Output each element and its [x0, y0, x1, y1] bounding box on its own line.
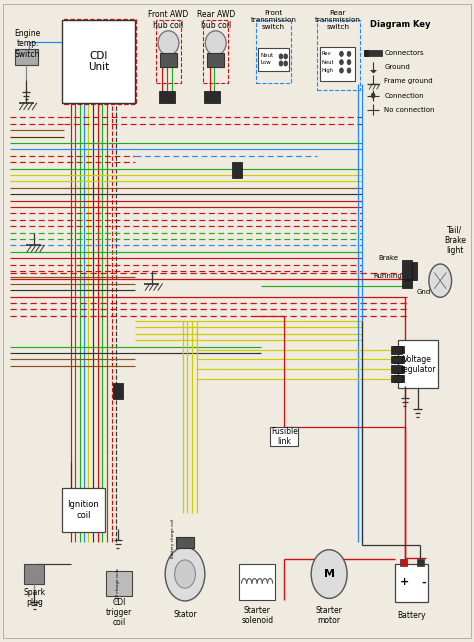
Ellipse shape — [205, 31, 226, 55]
Bar — [364, 50, 382, 56]
Bar — [232, 162, 242, 178]
Text: Stator: Stator — [173, 610, 197, 619]
Circle shape — [347, 51, 351, 56]
Text: Connectors: Connectors — [384, 50, 424, 56]
Text: Ignition
coil: Ignition coil — [67, 500, 99, 519]
Bar — [204, 91, 219, 103]
Text: Fusible
link: Fusible link — [271, 427, 298, 446]
Bar — [175, 537, 194, 548]
Text: Front
transmission
switch: Front transmission switch — [250, 10, 296, 30]
Text: Rear AWD
hub coil: Rear AWD hub coil — [197, 10, 235, 30]
Bar — [207, 53, 224, 67]
Text: CDI
Unit: CDI Unit — [88, 51, 109, 73]
Bar — [258, 48, 289, 71]
Text: Neut: Neut — [321, 60, 334, 65]
Text: High: High — [321, 68, 334, 73]
Text: Starter
solenoid: Starter solenoid — [241, 606, 273, 625]
Text: Low: Low — [260, 60, 271, 65]
Circle shape — [165, 547, 205, 601]
Bar — [62, 487, 105, 532]
Bar — [364, 50, 368, 56]
Text: Running: Running — [374, 273, 402, 279]
Text: Brake: Brake — [378, 256, 398, 261]
Text: Diagram Key: Diagram Key — [370, 20, 430, 29]
Bar — [400, 559, 407, 566]
Text: Spark
plug: Spark plug — [24, 588, 46, 607]
Text: +: + — [400, 577, 410, 587]
Bar — [391, 356, 402, 363]
Bar — [394, 375, 404, 382]
Text: No connection: No connection — [384, 107, 435, 112]
Circle shape — [279, 61, 283, 66]
Text: Starter
motor: Starter motor — [316, 606, 343, 625]
Bar — [417, 559, 424, 566]
Text: Battery charge coil: Battery charge coil — [171, 519, 175, 559]
Text: Rear
transmission
switch: Rear transmission switch — [315, 10, 361, 30]
Bar — [270, 427, 299, 446]
Bar — [15, 49, 37, 65]
Bar — [203, 20, 228, 83]
Text: Gnd: Gnd — [417, 289, 431, 295]
Bar — [156, 20, 181, 83]
Circle shape — [284, 54, 288, 59]
Bar — [24, 564, 44, 584]
Bar — [318, 20, 360, 91]
Text: CDI charge coils: CDI charge coils — [117, 569, 120, 602]
Text: M: M — [324, 569, 335, 579]
Bar — [391, 365, 402, 373]
Bar — [395, 564, 428, 602]
Text: Tail/
Brake
light: Tail/ Brake light — [444, 225, 466, 255]
Bar — [256, 20, 292, 83]
Bar — [394, 346, 404, 353]
Circle shape — [339, 51, 343, 56]
Circle shape — [284, 61, 288, 66]
Ellipse shape — [158, 31, 179, 55]
Bar — [405, 262, 417, 280]
Circle shape — [311, 550, 347, 598]
Text: Ground: Ground — [384, 64, 410, 71]
Bar — [402, 260, 412, 279]
Ellipse shape — [429, 264, 452, 297]
Bar — [319, 47, 355, 81]
Circle shape — [339, 68, 343, 73]
Bar — [391, 375, 402, 383]
Bar — [159, 91, 174, 103]
Text: Front AWD
hub coil: Front AWD hub coil — [148, 10, 189, 30]
Circle shape — [279, 54, 283, 59]
Bar — [402, 280, 412, 288]
Text: Rev: Rev — [321, 51, 331, 56]
Circle shape — [339, 60, 343, 65]
Circle shape — [174, 560, 195, 588]
Circle shape — [347, 68, 351, 73]
Bar — [64, 19, 137, 105]
Bar — [113, 383, 123, 399]
Text: Battery: Battery — [398, 611, 426, 620]
Bar — [394, 365, 404, 372]
Bar — [391, 346, 402, 354]
Text: Frame ground: Frame ground — [384, 78, 433, 84]
Bar — [239, 564, 275, 600]
Text: Engine
temp.
Switch: Engine temp. Switch — [15, 29, 41, 58]
Bar — [160, 53, 177, 67]
Bar — [398, 340, 438, 388]
Text: CDI
trigger
coil: CDI trigger coil — [106, 598, 132, 627]
Circle shape — [347, 60, 351, 65]
Bar — [62, 20, 136, 103]
Circle shape — [371, 93, 375, 98]
Text: -: - — [421, 577, 426, 587]
Text: Voltage
regulator: Voltage regulator — [400, 355, 435, 374]
Bar — [394, 356, 404, 363]
Bar — [106, 571, 132, 596]
Text: Neut: Neut — [260, 53, 273, 58]
Text: Connection: Connection — [384, 92, 424, 98]
